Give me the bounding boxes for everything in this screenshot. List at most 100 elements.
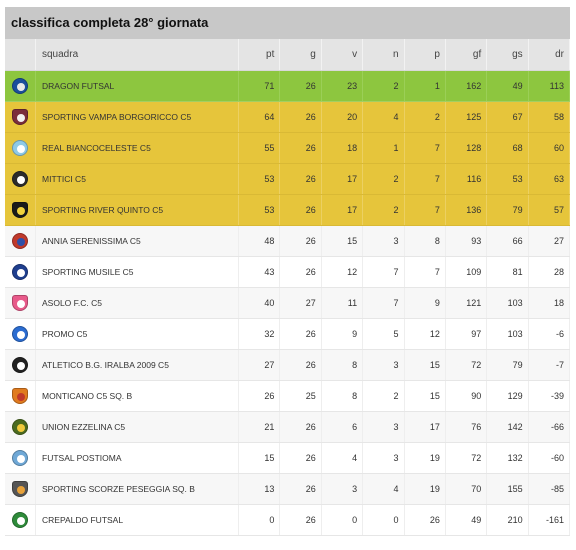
stat-lost: 9 <box>404 287 446 319</box>
stat-drawn: 1 <box>362 132 405 164</box>
stat-lost: 26 <box>404 504 446 536</box>
table-row[interactable]: PROMO C5 32 26 9 5 12 97 103 -6 <box>5 318 571 350</box>
table-row[interactable]: REAL BIANCOCELESTE C5 55 26 18 1 7 128 68 60 <box>5 132 571 164</box>
stat-won: 18 <box>321 132 364 164</box>
stat-won: 0 <box>321 504 364 536</box>
stat-lost: 2 <box>404 101 446 133</box>
stat-goal-difference: 28 <box>528 256 571 288</box>
team-name[interactable]: REAL BIANCOCELESTE C5 <box>35 132 239 164</box>
header-won[interactable]: v <box>321 39 364 71</box>
table-row[interactable]: FUTSAL POSTIOMA 15 26 4 3 19 72 132 -60 <box>5 442 571 474</box>
table-row[interactable]: ATLETICO B.G. IRALBA 2009 C5 27 26 8 3 15 72 79… <box>5 349 571 381</box>
stat-goals-against: 67 <box>486 101 529 133</box>
header-played[interactable]: g <box>279 39 322 71</box>
stat-points: 27 <box>238 349 281 381</box>
stat-won: 9 <box>321 318 364 350</box>
table-row[interactable]: MONTICANO C5 Sq. B 26 25 8 2 15 90 129 -39 <box>5 380 571 412</box>
stat-goal-difference: -60 <box>528 442 571 474</box>
stat-played: 26 <box>279 132 322 164</box>
crest-emblem-icon <box>17 362 25 370</box>
team-name[interactable]: ATLETICO B.G. IRALBA 2009 C5 <box>35 349 239 381</box>
crest-emblem-icon <box>17 83 25 91</box>
team-name[interactable]: FUTSAL POSTIOMA <box>35 442 239 474</box>
table-row[interactable]: ASOLO F.C. C5 40 27 11 7 9 121 103 18 <box>5 287 571 319</box>
stat-played: 26 <box>279 349 322 381</box>
stat-lost: 7 <box>404 132 446 164</box>
team-logo-cell <box>5 287 36 319</box>
stat-played: 26 <box>279 504 322 536</box>
stat-points: 32 <box>238 318 281 350</box>
team-name[interactable]: SPORTING MUSILE C5 <box>35 256 239 288</box>
stat-lost: 8 <box>404 225 446 257</box>
crest-emblem-icon <box>17 300 25 308</box>
stat-goals-for: 93 <box>445 225 488 257</box>
stat-won: 12 <box>321 256 364 288</box>
stat-lost: 7 <box>404 256 446 288</box>
table-row[interactable]: ANNIA SERENISSIMA C5 48 26 15 3 8 93 66 27 <box>5 225 571 257</box>
table-row[interactable]: UNION EZZELINA C5 21 26 6 3 17 76 142 -66 <box>5 411 571 443</box>
table-row[interactable]: MITTICI C5 53 26 17 2 7 116 53 63 <box>5 163 571 195</box>
stat-played: 26 <box>279 225 322 257</box>
stat-goal-difference: 63 <box>528 163 571 195</box>
stat-lost: 7 <box>404 194 446 226</box>
stat-goals-for: 109 <box>445 256 488 288</box>
header-goal-difference[interactable]: dr <box>528 39 571 71</box>
team-logo-cell <box>5 163 36 195</box>
stat-goals-against: 66 <box>486 225 529 257</box>
stat-won: 20 <box>321 101 364 133</box>
team-name[interactable]: ANNIA SERENISSIMA C5 <box>35 225 239 257</box>
ezzelina-crest-icon <box>12 419 28 435</box>
stat-goals-for: 97 <box>445 318 488 350</box>
team-logo-cell <box>5 256 36 288</box>
stat-drawn: 3 <box>362 225 405 257</box>
team-name[interactable]: SPORTING SCORZE PESEGGIA Sq. B <box>35 473 239 505</box>
stat-goal-difference: 57 <box>528 194 571 226</box>
team-logo-cell <box>5 132 36 164</box>
team-name[interactable]: PROMO C5 <box>35 318 239 350</box>
standings-panel: classifica completa 28° giornata squadra… <box>5 7 571 536</box>
team-logo-cell <box>5 504 36 536</box>
table-row[interactable]: CREPALDO FUTSAL 0 26 0 0 26 49 210 -161 <box>5 504 571 536</box>
stat-played: 26 <box>279 101 322 133</box>
team-name[interactable]: SPORTING VAMPA BORGORICCO C5 <box>35 101 239 133</box>
team-name[interactable]: DRAGON FUTSAL <box>35 70 239 102</box>
team-name[interactable]: SPORTING RIVER QUINTO C5 <box>35 194 239 226</box>
stat-points: 48 <box>238 225 281 257</box>
stat-won: 17 <box>321 163 364 195</box>
table-row[interactable]: SPORTING VAMPA BORGORICCO C5 64 26 20 4 2 125 6… <box>5 101 571 133</box>
stat-drawn: 7 <box>362 256 405 288</box>
stat-goal-difference: -6 <box>528 318 571 350</box>
stat-points: 21 <box>238 411 281 443</box>
table-row[interactable]: SPORTING RIVER QUINTO C5 53 26 17 2 7 136 79 57 <box>5 194 571 226</box>
team-name[interactable]: MONTICANO C5 Sq. B <box>35 380 239 412</box>
header-goals-against[interactable]: gs <box>486 39 529 71</box>
team-name[interactable]: CREPALDO FUTSAL <box>35 504 239 536</box>
header-drawn[interactable]: n <box>362 39 405 71</box>
stat-drawn: 2 <box>362 194 405 226</box>
header-lost[interactable]: p <box>404 39 446 71</box>
header-team[interactable]: squadra <box>35 39 239 71</box>
stat-goals-for: 72 <box>445 442 488 474</box>
table-row[interactable]: SPORTING SCORZE PESEGGIA Sq. B 13 26 3 4 19 70… <box>5 473 571 505</box>
crest-emblem-icon <box>17 455 25 463</box>
team-logo-cell <box>5 473 36 505</box>
team-name[interactable]: MITTICI C5 <box>35 163 239 195</box>
stat-goals-for: 136 <box>445 194 488 226</box>
team-name[interactable]: UNION EZZELINA C5 <box>35 411 239 443</box>
stat-goals-against: 142 <box>486 411 529 443</box>
stat-points: 26 <box>238 380 281 412</box>
stat-lost: 1 <box>404 70 446 102</box>
table-row[interactable]: SPORTING MUSILE C5 43 26 12 7 7 109 81 28 <box>5 256 571 288</box>
team-logo-cell <box>5 225 36 257</box>
team-logo-cell <box>5 194 36 226</box>
vampa-crest-icon <box>12 109 28 125</box>
header-points[interactable]: pt <box>238 39 281 71</box>
stat-played: 26 <box>279 473 322 505</box>
stat-played: 26 <box>279 194 322 226</box>
header-goals-for[interactable]: gf <box>445 39 488 71</box>
stat-goals-against: 155 <box>486 473 529 505</box>
team-logo-cell <box>5 70 36 102</box>
stat-drawn: 5 <box>362 318 405 350</box>
table-row[interactable]: DRAGON FUTSAL 71 26 23 2 1 162 49 113 <box>5 70 571 102</box>
team-name[interactable]: ASOLO F.C. C5 <box>35 287 239 319</box>
